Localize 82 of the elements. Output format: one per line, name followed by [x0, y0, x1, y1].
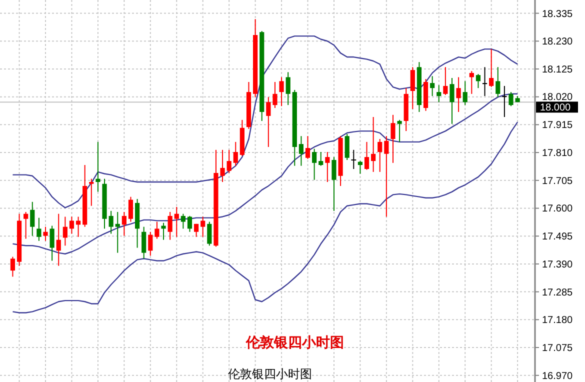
candlestick [89, 178, 94, 206]
y-tick-label: 16.970 [542, 370, 574, 382]
candlestick [462, 80, 468, 106]
candlestick [469, 70, 474, 94]
line-series [12, 35, 518, 208]
candlestick [344, 133, 350, 160]
y-tick-label: 17.915 [542, 120, 574, 132]
candlestick [96, 141, 100, 192]
candlestick [298, 136, 304, 166]
candlestick [122, 211, 126, 236]
candlestick [384, 136, 389, 218]
candlestick [187, 215, 192, 232]
line-series [12, 93, 518, 254]
candlestick [266, 96, 271, 148]
candlestick [502, 85, 507, 118]
candlestick [456, 76, 461, 112]
candlestick [286, 72, 290, 106]
candlestick [350, 149, 357, 170]
candlestick [226, 149, 232, 174]
candlestick [390, 114, 396, 164]
y-tick-label: 17.285 [542, 287, 574, 298]
candlestick [371, 116, 376, 172]
candlestick [108, 210, 114, 234]
line-series [12, 121, 518, 314]
y-tick-label: 17.810 [542, 148, 574, 160]
y-tick-label: 17.390 [542, 259, 574, 270]
candlestick [332, 156, 336, 212]
candlestick [10, 256, 16, 278]
candlestick [436, 84, 442, 103]
candlestick [56, 213, 61, 266]
candlestick [430, 76, 435, 97]
candlestick [154, 221, 160, 240]
candlestick [364, 141, 370, 170]
candlestick [148, 231, 153, 256]
candlestick [378, 138, 382, 172]
y-tick-label: 17.495 [542, 232, 574, 243]
candlestick [24, 211, 28, 240]
y-tick-label: 18.230 [542, 36, 574, 48]
candlestick [200, 216, 206, 238]
candlestick [194, 223, 199, 238]
candlestick [142, 226, 146, 260]
candlestick [318, 152, 324, 166]
candlestick [50, 225, 54, 262]
candlestick [174, 206, 179, 238]
candlestick [207, 221, 212, 246]
candlestick [115, 211, 120, 254]
annotation: 伦敦银四小时图 [228, 367, 312, 381]
candlestick [305, 136, 310, 160]
candlestick [358, 160, 363, 174]
candlestick [482, 66, 488, 97]
ref-line-label: 18.000 [540, 102, 572, 114]
candlestick [325, 152, 330, 182]
candlestick [233, 141, 238, 166]
candlestick [476, 74, 481, 89]
annotation: 伦敦银四小时图 [245, 334, 344, 351]
candlestick [397, 119, 402, 142]
y-tick-label: 18.020 [542, 92, 574, 103]
candlestick [312, 148, 317, 180]
candlestick [180, 213, 186, 230]
candlestick [410, 66, 415, 110]
candlestick [508, 92, 514, 107]
candlestick [128, 196, 134, 222]
candlestick [161, 222, 166, 240]
candlestick [496, 66, 500, 98]
candlestick [272, 81, 278, 108]
y-tick-label: 18.335 [542, 8, 574, 20]
candlestick [279, 76, 284, 107]
y-tick-label: 17.600 [542, 204, 574, 215]
candlestick [36, 217, 42, 242]
candlestick [62, 216, 68, 246]
y-tick-label: 17.075 [542, 343, 574, 354]
candlestick [489, 48, 494, 88]
y-tick-label: 18.125 [542, 64, 574, 76]
candlestick [69, 216, 74, 234]
candlestick [450, 77, 454, 124]
y-tick-label: 17.705 [542, 176, 574, 187]
y-tick-label: 17.180 [542, 315, 574, 326]
candlestick [30, 201, 35, 236]
candlestick [168, 211, 172, 240]
candlestick [443, 66, 448, 96]
candlestick [43, 226, 48, 242]
candlestick [76, 216, 81, 238]
